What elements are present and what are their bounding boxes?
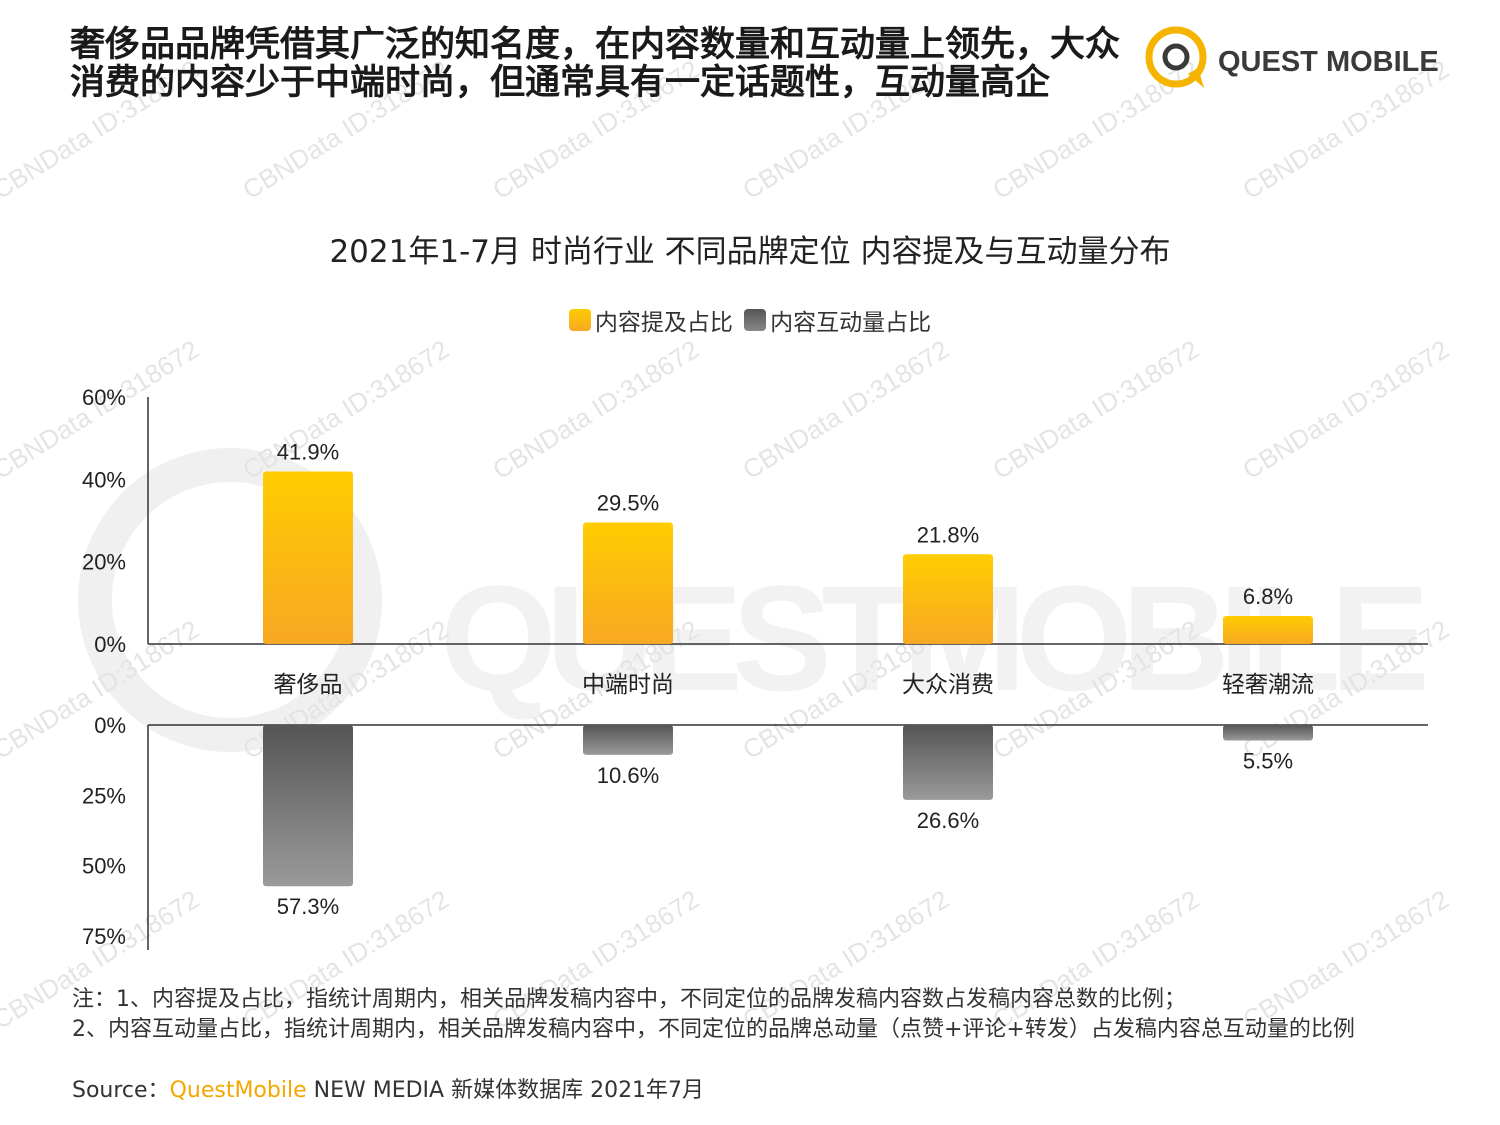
page-headline: 奢侈品品牌凭借其广泛的知名度，在内容数量和互动量上领先，大众消费的内容少于中端时… <box>70 25 1121 103</box>
bottom-y-tick-label: 75% <box>82 924 126 949</box>
source-brand: QuestMobile <box>169 1078 307 1103</box>
legend-swatch-yellow <box>568 309 591 331</box>
logo-text: QUEST MOBILE <box>1218 46 1439 78</box>
data-label-interactions: 57.3% <box>277 894 339 919</box>
bar-mentions <box>583 522 673 644</box>
source-rest: NEW MEDIA 新媒体数据库 2021年7月 <box>306 1078 705 1103</box>
source-line: Source：QuestMobile NEW MEDIA 新媒体数据库 2021… <box>72 1072 704 1104</box>
top-y-tick-label: 20% <box>82 550 126 575</box>
bottom-y-tick-label: 25% <box>82 783 126 808</box>
legend-swatch-gray <box>744 309 767 331</box>
category-label: 大众消费 <box>902 672 994 698</box>
legend-label-interactions: 内容互动量占比 <box>770 310 932 336</box>
data-label-interactions: 26.6% <box>917 808 979 833</box>
bar-mentions <box>263 471 353 644</box>
data-label-mentions: 41.9% <box>277 440 339 465</box>
chart-title: 2021年1-7月 时尚行业 不同品牌定位 内容提及与互动量分布 <box>329 234 1171 270</box>
data-label-mentions: 21.8% <box>917 522 979 547</box>
legend-item-interactions: 内容互动量占比 <box>744 303 931 337</box>
quest-mobile-logo-icon <box>1145 26 1207 88</box>
legend-label-mentions: 内容提及占比 <box>594 310 733 336</box>
top-y-tick-label: 60% <box>82 385 126 410</box>
bar-interactions <box>903 725 993 800</box>
top-y-tick-label: 0% <box>94 632 126 657</box>
bar-mentions <box>1223 616 1313 644</box>
legend-item-mentions: 内容提及占比 <box>568 303 733 337</box>
footnotes: 注：1、内容提及占比，指统计周期内，相关品牌发稿内容中，不同定位的品牌发稿内容数… <box>72 985 1452 1045</box>
top-y-tick-label: 40% <box>82 467 126 492</box>
data-label-mentions: 6.8% <box>1243 584 1293 609</box>
bar-interactions <box>1223 725 1313 741</box>
footnote-2: 2、内容互动量占比，指统计周期内，相关品牌发稿内容中，不同定位的品牌总动量（点赞… <box>72 1017 1355 1042</box>
bottom-y-tick-label: 0% <box>94 713 126 738</box>
data-label-interactions: 5.5% <box>1243 748 1293 773</box>
footnote-1: 注：1、内容提及占比，指统计周期内，相关品牌发稿内容中，不同定位的品牌发稿内容数… <box>72 987 1187 1012</box>
bar-interactions <box>263 725 353 887</box>
chart-legend: 内容提及占比 内容互动量占比 <box>0 303 1500 337</box>
bottom-y-tick-label: 50% <box>82 854 126 879</box>
data-label-interactions: 10.6% <box>597 763 659 788</box>
bar-interactions <box>583 725 673 755</box>
category-label: 轻奢潮流 <box>1222 672 1314 698</box>
category-label: 中端时尚 <box>582 672 674 698</box>
category-label: 奢侈品 <box>274 672 343 698</box>
data-label-mentions: 29.5% <box>597 491 659 516</box>
bar-mentions <box>903 554 993 644</box>
source-prefix: Source： <box>72 1078 170 1103</box>
